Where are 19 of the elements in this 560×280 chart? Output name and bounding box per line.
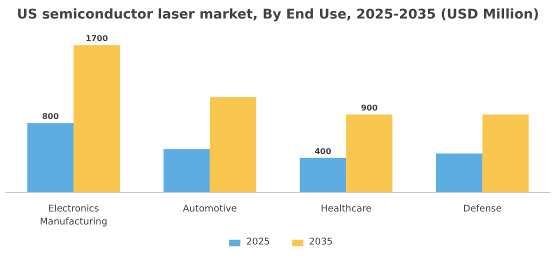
legend-label: 2025	[246, 236, 270, 248]
bar	[482, 114, 529, 192]
data-label: 800	[42, 112, 60, 122]
bar	[346, 114, 392, 192]
x-tick-label: Automotive	[182, 204, 238, 214]
x-tick-label: Electronics Manufacturing	[40, 204, 108, 228]
bar	[74, 45, 120, 192]
data-label: 900	[360, 104, 378, 113]
chart-title: US semiconductor laser market, By End Use, 2025-2035 (USD Million)	[16, 8, 540, 22]
legend-label: 2035	[309, 236, 333, 248]
x-tick-label: Defense	[463, 204, 502, 214]
data-label: 400	[314, 146, 332, 156]
bar	[436, 154, 482, 192]
bar	[164, 149, 210, 192]
bar	[300, 158, 346, 192]
data-label: 1700	[86, 34, 108, 44]
bar	[27, 123, 74, 192]
x-tick-label: Healthcare	[320, 204, 372, 214]
bar	[210, 97, 256, 192]
